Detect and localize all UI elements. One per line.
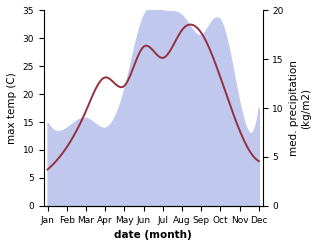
Y-axis label: max temp (C): max temp (C) [7, 72, 17, 144]
Y-axis label: med. precipitation
(kg/m2): med. precipitation (kg/m2) [289, 60, 311, 156]
X-axis label: date (month): date (month) [114, 230, 192, 240]
